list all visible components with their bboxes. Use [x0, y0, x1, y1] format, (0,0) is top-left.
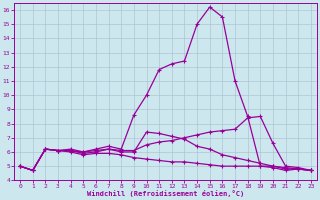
X-axis label: Windchill (Refroidissement éolien,°C): Windchill (Refroidissement éolien,°C): [87, 190, 244, 197]
